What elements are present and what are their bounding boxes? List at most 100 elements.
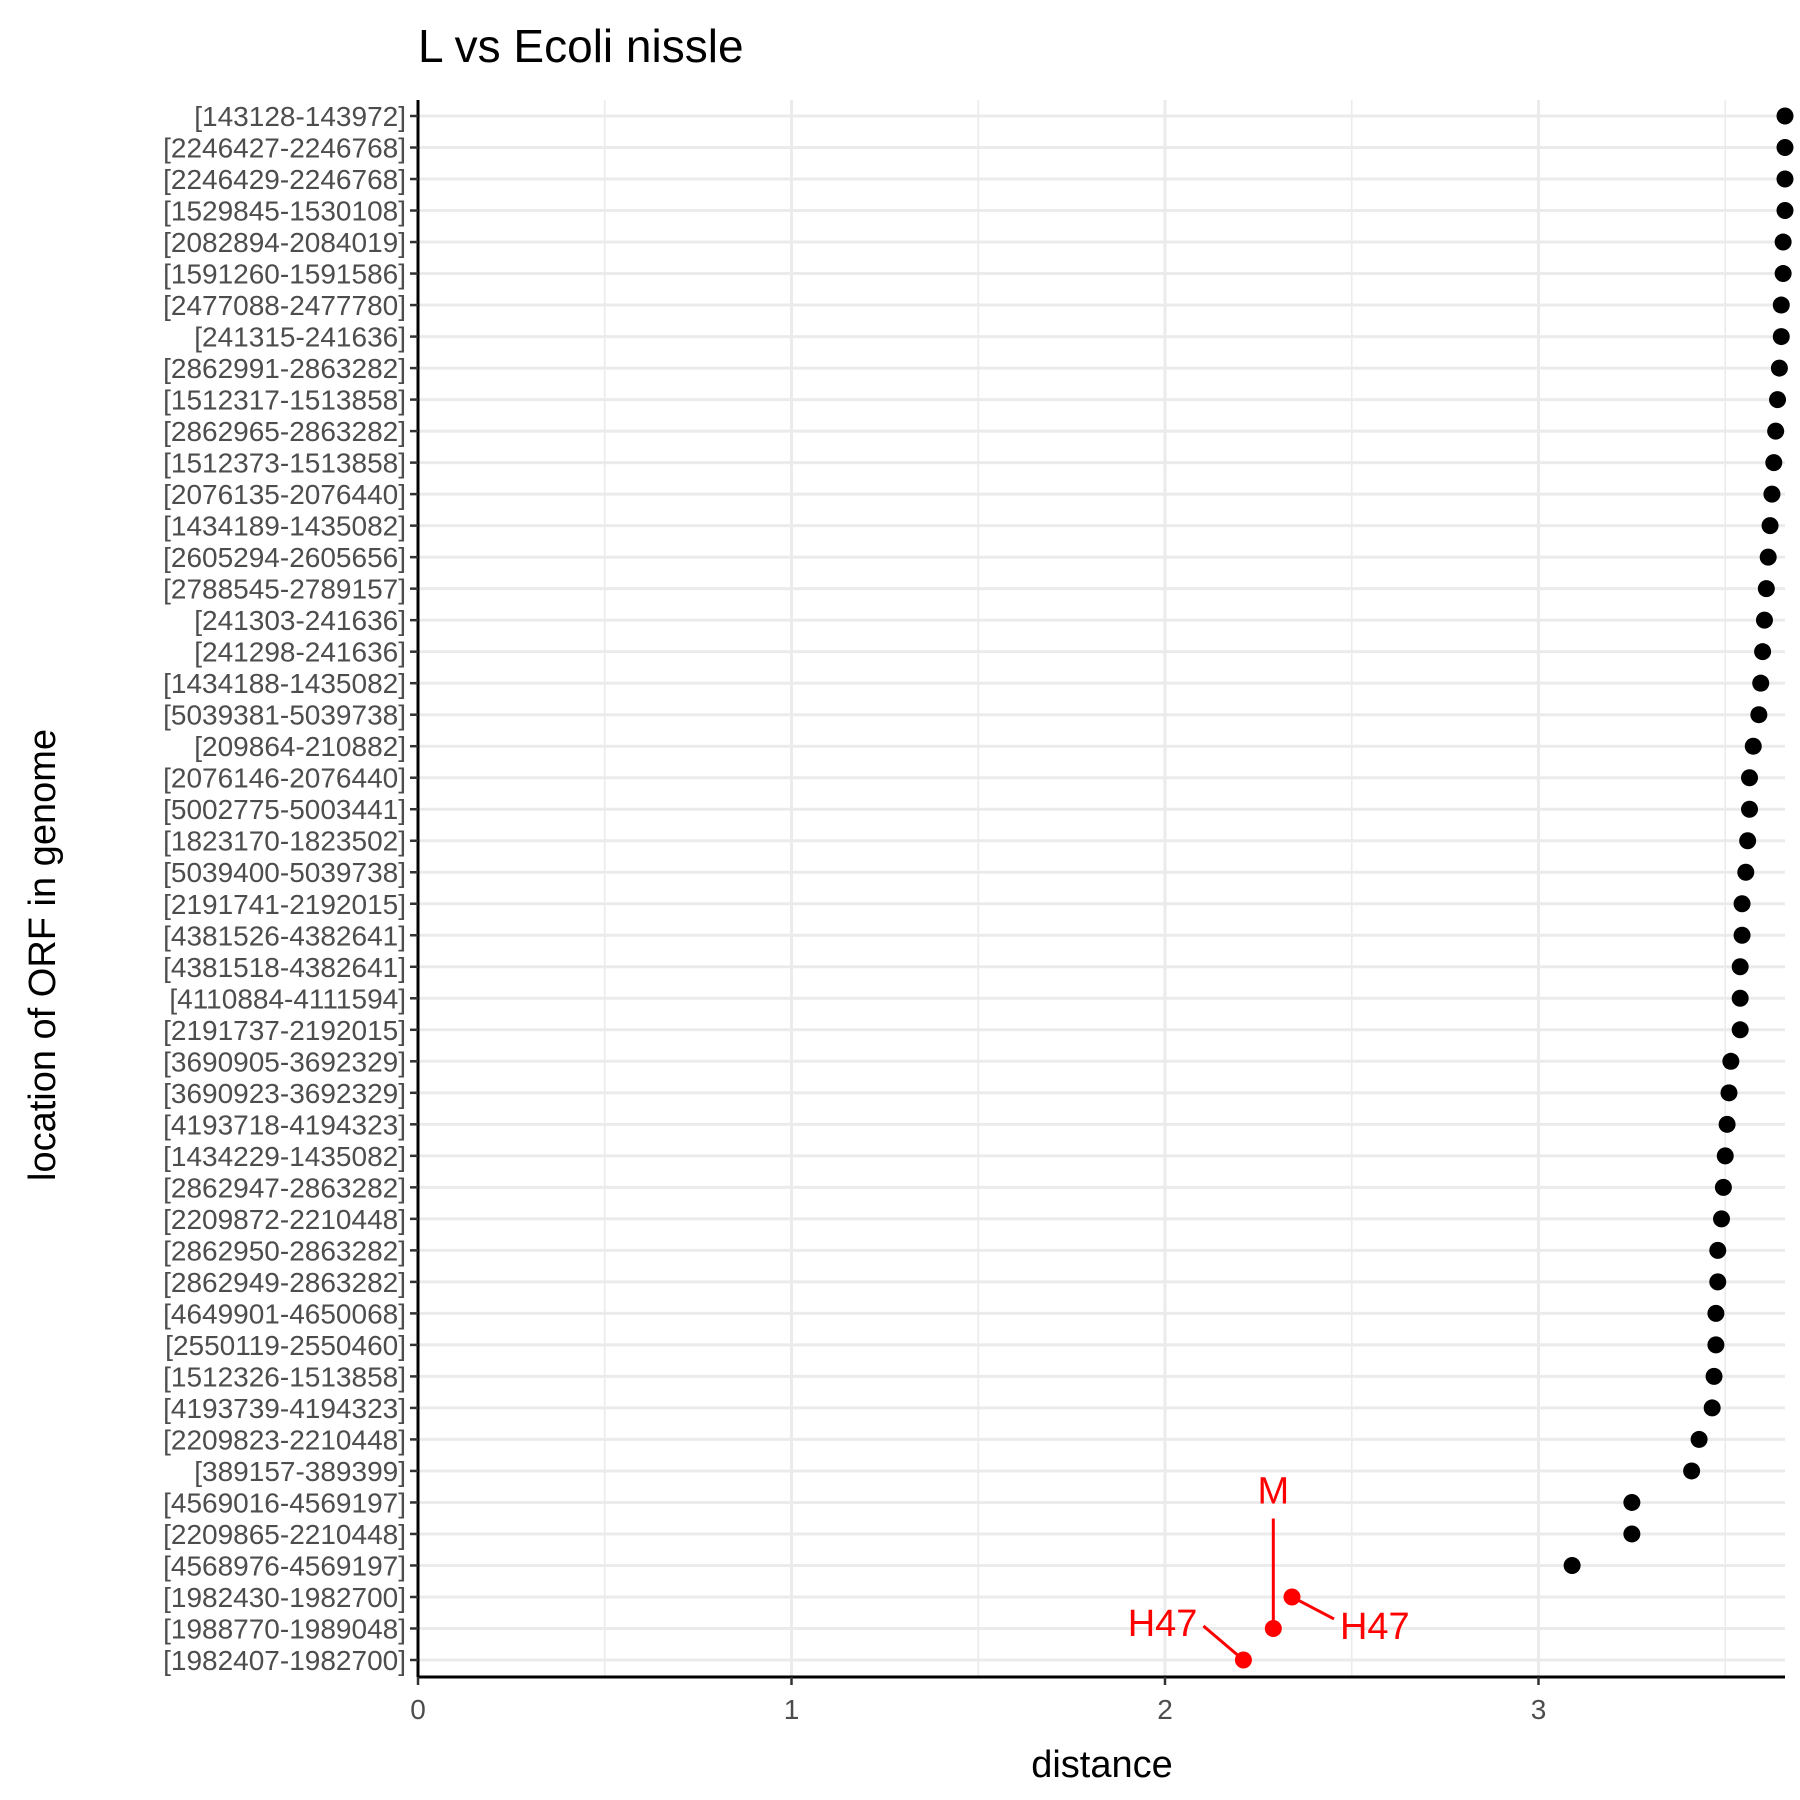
y-tick-label: [4193718-4194323] xyxy=(163,1109,406,1140)
data-point xyxy=(1720,1084,1738,1102)
y-tick-label: [4110884-4111594] xyxy=(169,983,406,1014)
data-point xyxy=(1563,1556,1581,1574)
y-tick-label: [1512373-1513858] xyxy=(163,448,406,479)
annotations: M H47 H47 xyxy=(1128,1470,1410,1662)
data-point xyxy=(1763,485,1781,503)
y-tick-label: [2082894-2084019] xyxy=(163,227,406,258)
data-point xyxy=(1741,769,1759,787)
y-tick-label: [5039400-5039738] xyxy=(163,857,406,888)
data-point xyxy=(1765,454,1783,472)
y-tick-label: [4568976-4569197] xyxy=(163,1550,406,1581)
data-point xyxy=(1776,170,1794,188)
y-tick-label: [2550119-2550460] xyxy=(165,1330,406,1361)
y-tick-label: [1512326-1513858] xyxy=(163,1361,406,1392)
x-tick-label: 3 xyxy=(1531,1694,1547,1725)
y-tick-label: [2209823-2210448] xyxy=(163,1424,406,1455)
y-tick-label: [241298-241636] xyxy=(194,637,406,668)
data-point xyxy=(1776,107,1794,125)
data-point xyxy=(1731,989,1749,1007)
data-point xyxy=(1754,643,1772,661)
y-tick-label: [241303-241636] xyxy=(194,605,406,636)
y-tick-label: [1823170-1823502] xyxy=(163,826,406,857)
annotation-label: H47 xyxy=(1340,1606,1410,1648)
y-tick-label: [4649901-4650068] xyxy=(163,1298,406,1329)
annotation-leader-line xyxy=(1202,1624,1245,1662)
y-tick-label: [2477088-2477780] xyxy=(163,290,406,321)
data-point xyxy=(1722,1052,1740,1070)
y-tick-label: [4381518-4382641] xyxy=(163,952,406,983)
y-tick-label: [5002775-5003441] xyxy=(163,794,406,825)
y-tick-label: [2191737-2192015] xyxy=(163,1015,406,1046)
y-tick-label: [4381526-4382641] xyxy=(163,920,406,951)
data-point xyxy=(1705,1367,1723,1385)
annotation-label: M xyxy=(1257,1470,1289,1512)
y-tick-label: [2605294-2605656] xyxy=(163,542,406,573)
y-axis-title: location of ORF in genome xyxy=(22,729,64,1181)
data-point xyxy=(1755,611,1773,629)
y-tick-label: [2862965-2863282] xyxy=(163,416,406,447)
y-tick-label: [209864-210882] xyxy=(194,731,406,762)
annotation-label: H47 xyxy=(1128,1603,1198,1645)
data-point xyxy=(1623,1525,1641,1543)
data-point-highlight xyxy=(1234,1651,1252,1669)
y-tick-label: [2862950-2863282] xyxy=(163,1235,406,1266)
data-point xyxy=(1752,674,1770,692)
data-point xyxy=(1718,1115,1736,1133)
data-point xyxy=(1772,328,1790,346)
y-tick-label: [4569016-4569197] xyxy=(163,1487,406,1518)
axes xyxy=(410,100,1785,1685)
y-tick-label: [2862949-2863282] xyxy=(163,1267,406,1298)
data-point xyxy=(1709,1241,1727,1259)
data-point-highlight xyxy=(1264,1619,1282,1637)
y-tick-labels: [143128-143972][2246427-2246768][2246429… xyxy=(163,101,406,1676)
x-tick-label: 0 xyxy=(410,1694,426,1725)
y-tick-label: [1988770-1989048] xyxy=(163,1613,406,1644)
y-tick-label: [143128-143972] xyxy=(194,101,406,132)
x-tick-label: 1 xyxy=(784,1694,800,1725)
y-tick-label: [2788545-2789157] xyxy=(163,574,406,605)
data-point xyxy=(1737,863,1755,881)
y-tick-label: [1512317-1513858] xyxy=(163,385,406,416)
x-tick-labels: 0 1 2 3 xyxy=(410,1694,1546,1725)
grid xyxy=(416,100,1785,1677)
y-tick-label: [2076135-2076440] xyxy=(163,479,406,510)
x-axis-title: distance xyxy=(1031,1744,1173,1786)
data-point xyxy=(1739,832,1757,850)
y-tick-label: [1529845-1530108] xyxy=(163,196,406,227)
data-point xyxy=(1707,1336,1725,1354)
data-point xyxy=(1776,202,1794,220)
data-point xyxy=(1761,517,1779,535)
data-point xyxy=(1772,296,1790,314)
data-point xyxy=(1683,1462,1701,1480)
data-points xyxy=(1234,107,1794,1669)
y-tick-label: [2209872-2210448] xyxy=(163,1204,406,1235)
y-tick-label: [2076146-2076440] xyxy=(163,763,406,794)
data-point xyxy=(1714,1178,1732,1196)
data-point xyxy=(1690,1430,1708,1448)
y-tick-label: [5039381-5039738] xyxy=(163,700,406,731)
data-point xyxy=(1733,895,1751,913)
y-tick-label: [2862947-2863282] xyxy=(163,1172,406,1203)
data-point xyxy=(1759,548,1777,566)
y-tick-label: [1591260-1591586] xyxy=(163,259,406,290)
data-point-highlight xyxy=(1283,1588,1301,1606)
data-point xyxy=(1774,233,1792,251)
data-point xyxy=(1733,926,1751,944)
data-point xyxy=(1623,1493,1641,1511)
data-point xyxy=(1731,958,1749,976)
data-point xyxy=(1741,800,1759,818)
y-tick-label: [1434189-1435082] xyxy=(163,511,406,542)
y-tick-label: [3690923-3692329] xyxy=(163,1078,406,1109)
y-tick-label: [389157-389399] xyxy=(194,1456,406,1487)
y-tick-label: [1982407-1982700] xyxy=(163,1645,406,1676)
y-tick-label: [2209865-2210448] xyxy=(163,1519,406,1550)
y-tick-label: [2246427-2246768] xyxy=(163,133,406,164)
chart-title: L vs Ecoli nissle xyxy=(418,20,744,72)
data-point xyxy=(1776,139,1794,157)
y-tick-label: [4193739-4194323] xyxy=(163,1393,406,1424)
data-point xyxy=(1703,1399,1721,1417)
data-point xyxy=(1709,1273,1727,1291)
data-point xyxy=(1774,265,1792,283)
y-tick-label: [2862991-2863282] xyxy=(163,353,406,384)
